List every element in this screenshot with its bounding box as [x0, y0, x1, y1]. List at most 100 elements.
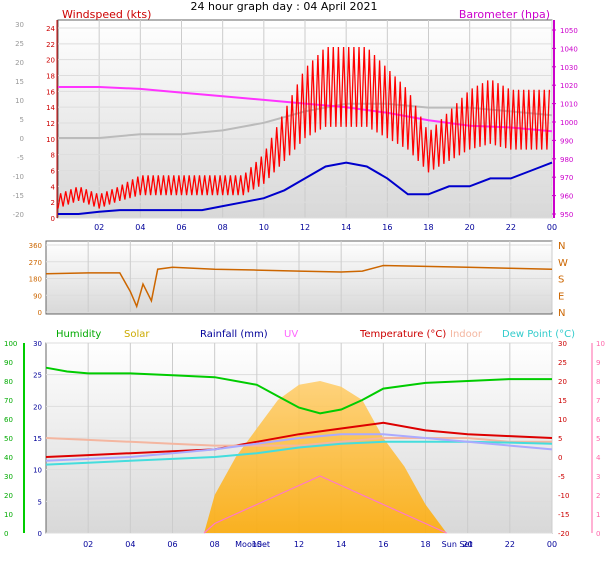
wind-panel-axes: 02 04 06 08 10 12 14 16 18 20 22 002422201816141210…: [13, 20, 578, 232]
temp-tick-label: 10: [558, 416, 567, 424]
wind-tick-label: 18: [46, 73, 55, 81]
temp-tick-label: 25: [558, 359, 567, 367]
x-tick-label: 18: [423, 223, 433, 232]
uv-tick-label: 3: [596, 473, 600, 481]
humidity-tick-label: 80: [4, 378, 13, 386]
uv-tick-label: 6: [596, 416, 601, 424]
temp-outer-tick-label: 25: [15, 40, 24, 48]
uv-tick-label: 2: [596, 492, 600, 500]
rain-tick-label: 0: [38, 530, 42, 538]
temp-outer-tick-label: 20: [15, 59, 24, 67]
compass-label: W: [558, 258, 568, 269]
wind-tick-label: 20: [46, 57, 55, 65]
rain-tick-label: 15: [33, 435, 42, 443]
wind-tick-label: 12: [46, 120, 55, 128]
chart-title: 24 hour graph day : 04 April 2021: [191, 0, 378, 13]
baro-tick-label: 950: [560, 211, 573, 219]
temp-tick-label: -20: [558, 530, 569, 538]
baro-tick-label: 1030: [560, 64, 578, 72]
uv-line: [203, 475, 447, 534]
rain-tick-label: 30: [33, 340, 42, 348]
temp-tick-label: -5: [558, 473, 565, 481]
x-tick-label: 04: [125, 540, 135, 549]
legend-entry: Solar: [124, 329, 150, 340]
wind-tick-label: 14: [46, 104, 55, 112]
x-tick-label: 08: [218, 223, 228, 232]
x-tick-label: 12: [294, 540, 304, 549]
direction-panel-grid: [46, 241, 553, 313]
x-tick-label: 16: [378, 540, 388, 549]
x-tick-label: 22: [506, 223, 516, 232]
temp-outer-tick-label: 5: [20, 116, 24, 124]
temp-outer-tick-label: 10: [15, 97, 24, 105]
uv-tick-label: 5: [596, 435, 600, 443]
legend-entry: Indoor: [450, 329, 483, 340]
temp-panel-axes: 3025201510501009080706050403020100302520…: [4, 340, 605, 549]
humidity-tick-label: 100: [4, 340, 17, 348]
legend-entry: Dew Point (°C): [502, 329, 575, 340]
uv-tick-label: 7: [596, 397, 600, 405]
x-tick-label: 10: [259, 223, 269, 232]
x-tick-label: 18: [420, 540, 430, 549]
wind-tick-label: 0: [51, 215, 55, 223]
humidity-tick-label: 20: [4, 492, 13, 500]
direction-tick-label: 180: [29, 276, 42, 284]
humidity-tick-label: 30: [4, 473, 13, 481]
windspeed-legend: Windspeed (kts): [62, 8, 151, 21]
uv-tick-label: 10: [596, 340, 605, 348]
temp-outer-tick-label: 15: [15, 78, 24, 86]
x-tick-label: 20: [463, 540, 473, 549]
uv-tick-label: 4: [596, 454, 601, 462]
temp-panel-legend: Humidity Solar Rainfall (mm) UV Temperature …: [56, 329, 575, 340]
humidity-tick-label: 50: [4, 435, 13, 443]
baro-tick-label: 1000: [560, 119, 578, 127]
x-tick-label: 00: [547, 540, 557, 549]
compass-label: N: [558, 308, 565, 319]
legend-entry: Rainfall (mm): [200, 329, 268, 340]
temp-outer-tick-label: 30: [15, 21, 24, 29]
uv-tick-label: 0: [596, 530, 600, 538]
direction-panel-series: [45, 264, 553, 309]
lilac-line: [45, 433, 553, 462]
baro-tick-label: 970: [560, 174, 573, 182]
baro-tick-label: 1050: [560, 27, 578, 35]
compass-label: E: [558, 291, 564, 302]
x-tick-label: 06: [176, 223, 186, 232]
direction-tick-label: 360: [29, 242, 42, 250]
humidity-line: [45, 366, 552, 415]
direction-line: [45, 264, 553, 309]
temp-outer-tick-label: -5: [17, 154, 24, 162]
temp-tick-label: -15: [558, 511, 569, 519]
temp-tick-label: 5: [558, 435, 562, 443]
wind-panel-series: [57, 46, 553, 215]
temp-outer-tick-label: -10: [13, 173, 24, 181]
wind-tick-label: 16: [46, 88, 55, 96]
x-tick-label: 06: [167, 540, 177, 549]
x-tick-label: 00: [547, 223, 557, 232]
humidity-tick-label: 70: [4, 397, 13, 405]
humidity-tick-label: 40: [4, 454, 13, 462]
rain-tick-label: 10: [33, 467, 42, 475]
baro-tick-label: 1020: [560, 82, 578, 90]
direction-tick-label: 90: [33, 292, 42, 300]
x-tick-label: 14: [341, 223, 351, 232]
rain-tick-label: 25: [33, 372, 42, 380]
wind-tick-label: 24: [46, 25, 55, 33]
x-tick-label: 10: [252, 540, 262, 549]
barometer-legend: Barometer (hpa): [459, 8, 550, 21]
windspeed-line: [57, 46, 551, 209]
event-label: MoonSet: [235, 540, 270, 549]
baro-tick-label: 960: [560, 193, 573, 201]
solar-area: [204, 381, 447, 533]
legend-entry: UV: [284, 329, 298, 340]
temp-outer-tick-label: 0: [20, 135, 24, 143]
direction-tick-label: 0: [38, 309, 42, 317]
uv-tick-label: 8: [596, 378, 600, 386]
temp-panel-series: [45, 366, 553, 534]
x-tick-label: 12: [300, 223, 310, 232]
x-tick-label: 22: [505, 540, 515, 549]
temp-tick-label: 0: [558, 454, 562, 462]
baro-tick-label: 990: [560, 137, 573, 145]
humidity-tick-label: 10: [4, 511, 13, 519]
grey-temperature-line: [58, 102, 553, 139]
